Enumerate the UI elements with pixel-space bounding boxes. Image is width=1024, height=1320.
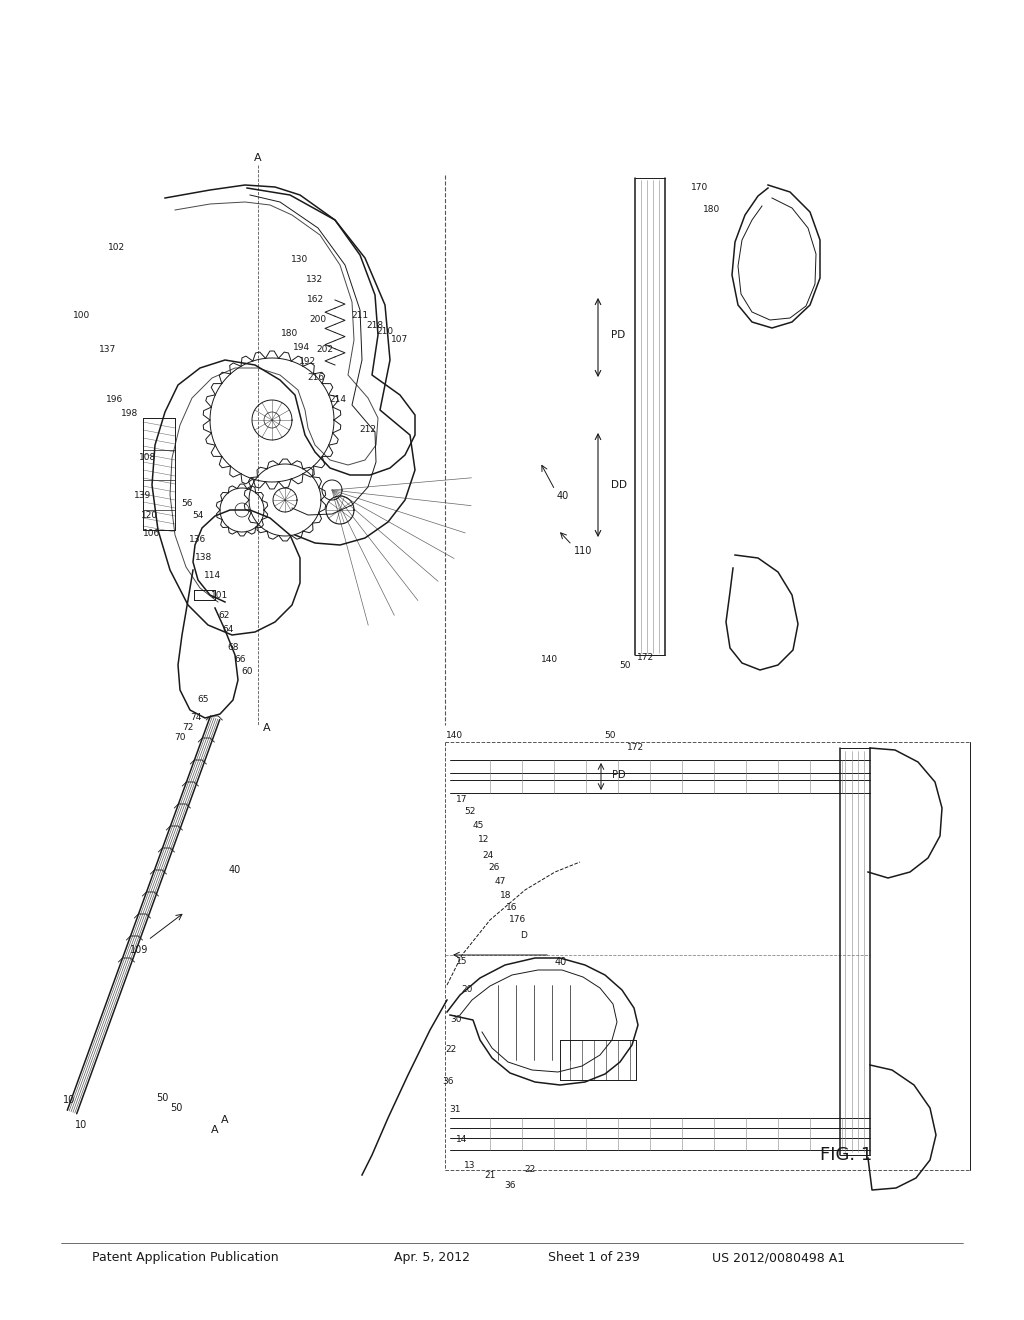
Text: 36: 36: [442, 1077, 454, 1086]
Text: 16: 16: [506, 903, 518, 912]
Text: Apr. 5, 2012: Apr. 5, 2012: [394, 1251, 470, 1265]
Text: PD: PD: [611, 330, 626, 341]
Text: 137: 137: [99, 346, 117, 355]
Text: FIG. 1: FIG. 1: [820, 1146, 872, 1164]
Text: 52: 52: [464, 808, 476, 817]
Text: 72: 72: [182, 723, 194, 733]
Text: 198: 198: [122, 408, 138, 417]
Text: 114: 114: [205, 570, 221, 579]
Text: 64: 64: [222, 626, 233, 635]
Text: 132: 132: [306, 276, 324, 285]
Text: 50: 50: [156, 1093, 168, 1104]
Text: 54: 54: [193, 511, 204, 520]
Text: 211: 211: [351, 310, 369, 319]
Text: 196: 196: [106, 396, 124, 404]
Text: 40: 40: [555, 957, 567, 968]
Text: Sheet 1 of 239: Sheet 1 of 239: [548, 1251, 640, 1265]
Text: 70: 70: [174, 734, 185, 742]
Text: 192: 192: [299, 358, 316, 367]
Text: 20: 20: [462, 986, 473, 994]
Text: 120: 120: [141, 511, 159, 520]
Text: 194: 194: [294, 342, 310, 351]
Text: 50: 50: [170, 1104, 182, 1113]
Text: 65: 65: [198, 696, 209, 705]
Text: 101: 101: [211, 590, 228, 599]
Text: 180: 180: [703, 206, 721, 214]
Text: 130: 130: [292, 256, 308, 264]
Text: A: A: [221, 1115, 228, 1125]
Text: 18: 18: [501, 891, 512, 899]
Text: 214: 214: [330, 396, 346, 404]
Text: 62: 62: [218, 610, 229, 619]
Text: 74: 74: [190, 714, 202, 722]
Text: 200: 200: [309, 315, 327, 325]
Text: 21: 21: [484, 1171, 496, 1180]
Text: PD: PD: [612, 770, 626, 780]
Text: 140: 140: [446, 730, 464, 739]
Text: 13: 13: [464, 1160, 476, 1170]
Text: 45: 45: [472, 821, 483, 830]
Text: 216: 216: [307, 372, 325, 381]
Text: 68: 68: [227, 644, 239, 652]
Text: 172: 172: [628, 743, 644, 752]
Text: 138: 138: [196, 553, 213, 562]
Text: 100: 100: [74, 310, 91, 319]
Text: 17: 17: [457, 796, 468, 804]
Text: 10: 10: [62, 1096, 75, 1105]
Text: 10: 10: [75, 1119, 87, 1130]
Text: 56: 56: [181, 499, 193, 507]
Text: 50: 50: [604, 730, 615, 739]
Text: 170: 170: [691, 182, 709, 191]
Text: A: A: [211, 1125, 219, 1135]
Text: A: A: [254, 153, 262, 162]
Text: 109: 109: [130, 945, 148, 954]
Text: 31: 31: [450, 1106, 461, 1114]
Text: 40: 40: [229, 865, 241, 875]
Text: 36: 36: [504, 1180, 516, 1189]
Text: 22: 22: [524, 1166, 536, 1175]
Text: 106: 106: [143, 528, 161, 537]
Text: 30: 30: [451, 1015, 462, 1024]
Text: 162: 162: [307, 296, 325, 305]
Text: US 2012/0080498 A1: US 2012/0080498 A1: [712, 1251, 845, 1265]
Text: 110: 110: [574, 546, 592, 556]
Text: 47: 47: [495, 878, 506, 887]
Text: D: D: [520, 931, 527, 940]
Text: 24: 24: [482, 851, 494, 861]
Text: 180: 180: [282, 330, 299, 338]
Text: 140: 140: [542, 656, 558, 664]
Text: 12: 12: [478, 836, 489, 845]
Text: 14: 14: [457, 1135, 468, 1144]
Text: 172: 172: [637, 653, 654, 663]
Text: 202: 202: [316, 346, 334, 355]
Text: 210: 210: [377, 327, 393, 337]
Text: 40: 40: [557, 491, 569, 502]
Text: 102: 102: [109, 243, 126, 252]
Text: 139: 139: [134, 491, 152, 499]
Text: 60: 60: [242, 668, 253, 676]
Text: 218: 218: [367, 321, 384, 330]
Text: 176: 176: [509, 916, 526, 924]
Text: 212: 212: [359, 425, 377, 434]
Text: 22: 22: [445, 1045, 457, 1055]
Text: Patent Application Publication: Patent Application Publication: [92, 1251, 279, 1265]
Text: 50: 50: [620, 660, 631, 669]
Text: 108: 108: [139, 454, 157, 462]
Text: 15: 15: [457, 957, 468, 966]
Text: 107: 107: [391, 335, 409, 345]
Text: A: A: [263, 723, 270, 733]
Text: 136: 136: [189, 536, 207, 544]
Text: 66: 66: [234, 656, 246, 664]
Text: DD: DD: [611, 480, 627, 490]
Text: 26: 26: [488, 863, 500, 873]
